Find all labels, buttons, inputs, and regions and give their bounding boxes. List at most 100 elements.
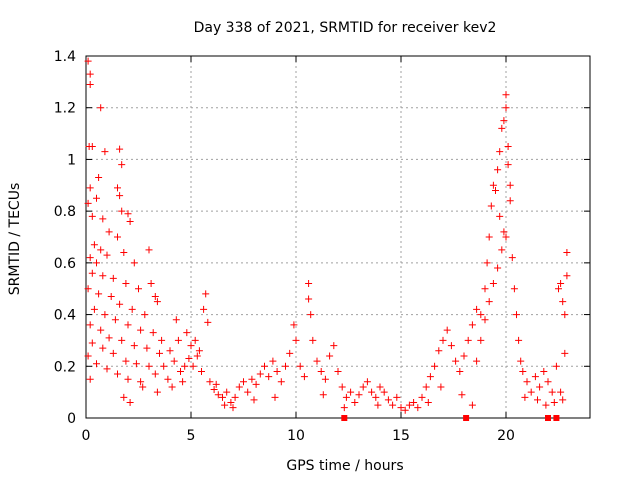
x-axis-label: GPS time / hours <box>286 458 403 474</box>
data-point <box>147 280 155 288</box>
data-point <box>116 145 124 153</box>
y-tick-label: 0.6 <box>54 256 76 272</box>
data-point <box>510 285 518 293</box>
axis-markers <box>341 415 560 421</box>
data-point <box>389 401 397 409</box>
data-point <box>317 367 325 375</box>
data-point <box>240 378 247 386</box>
data-point <box>418 393 426 401</box>
data-point <box>363 378 371 386</box>
data-point <box>202 290 210 298</box>
chart-title: Day 338 of 2021, SRMTID for receiver kev… <box>194 20 497 36</box>
data-point <box>130 259 138 267</box>
data-point <box>93 360 100 368</box>
data-point <box>93 259 100 267</box>
data-point <box>468 321 476 329</box>
data-point <box>206 378 214 386</box>
data-point <box>271 393 279 401</box>
data-point <box>296 362 304 370</box>
data-point <box>519 367 527 375</box>
y-tick-label: 0 <box>67 411 76 427</box>
data-point <box>181 362 189 370</box>
data-point <box>101 311 109 319</box>
data-point <box>384 396 392 404</box>
axis-marker <box>463 415 470 421</box>
y-tick-label: 0.2 <box>54 359 76 375</box>
data-point <box>141 311 149 319</box>
y-tick-label: 0.4 <box>54 308 76 324</box>
data-point <box>277 378 285 386</box>
data-point <box>93 194 100 202</box>
axis-marker <box>545 415 551 421</box>
data-points <box>84 57 571 414</box>
data-point <box>485 233 493 241</box>
data-point <box>90 305 98 313</box>
data-point <box>151 370 159 378</box>
data-point <box>118 336 126 344</box>
data-point <box>548 388 556 396</box>
data-point <box>544 378 552 386</box>
data-point <box>183 329 191 337</box>
data-point <box>473 305 481 313</box>
data-point <box>269 357 277 365</box>
data-point <box>90 241 98 249</box>
y-tick-label: 0.8 <box>54 204 76 220</box>
data-point <box>158 336 166 344</box>
data-point <box>210 386 218 394</box>
data-point <box>321 375 329 383</box>
data-point <box>256 370 264 378</box>
data-point <box>523 378 531 386</box>
data-point <box>359 383 367 391</box>
data-point <box>111 316 119 324</box>
data-point <box>515 336 523 344</box>
data-point <box>313 357 321 365</box>
x-tick-label: 0 <box>82 428 91 444</box>
data-point <box>86 80 94 88</box>
data-point <box>265 373 273 381</box>
y-tick-label: 1.2 <box>54 101 76 117</box>
data-point <box>561 311 569 319</box>
data-point <box>103 251 111 259</box>
data-point <box>116 300 124 308</box>
data-point <box>410 398 418 406</box>
data-point <box>109 274 117 282</box>
data-point <box>114 370 121 378</box>
data-point <box>86 375 94 383</box>
data-point <box>120 393 128 401</box>
data-point <box>86 254 94 262</box>
data-point <box>374 401 382 409</box>
data-point <box>494 166 502 174</box>
tick-labels: 0 5 10 15 20 0 0.2 0.4 0.6 0.8 1 1.2 1.4 <box>54 49 515 444</box>
data-point <box>292 336 300 344</box>
data-point <box>124 321 132 329</box>
data-point <box>563 249 571 257</box>
data-point <box>84 57 92 65</box>
data-point <box>214 391 222 399</box>
data-point <box>439 336 447 344</box>
data-point <box>187 342 195 350</box>
data-point <box>561 349 569 357</box>
y-axis-label: SRMTID / TECUs <box>7 183 23 296</box>
data-point <box>88 143 96 150</box>
axis-ticks <box>85 55 590 419</box>
data-point <box>338 383 346 391</box>
data-point <box>456 367 464 375</box>
data-point <box>88 212 96 220</box>
data-point <box>114 233 121 241</box>
data-point <box>498 124 506 132</box>
data-point <box>319 391 327 399</box>
data-point <box>496 148 504 156</box>
data-point <box>305 295 313 303</box>
data-point <box>494 264 502 272</box>
data-point <box>109 349 117 357</box>
data-point <box>145 362 153 370</box>
data-point <box>204 318 212 326</box>
data-point <box>122 280 130 288</box>
data-point <box>122 357 130 365</box>
data-point <box>435 347 443 355</box>
data-point <box>135 285 142 293</box>
data-point <box>189 362 197 370</box>
data-point <box>86 70 94 78</box>
data-point <box>227 398 235 406</box>
data-point <box>153 388 161 396</box>
